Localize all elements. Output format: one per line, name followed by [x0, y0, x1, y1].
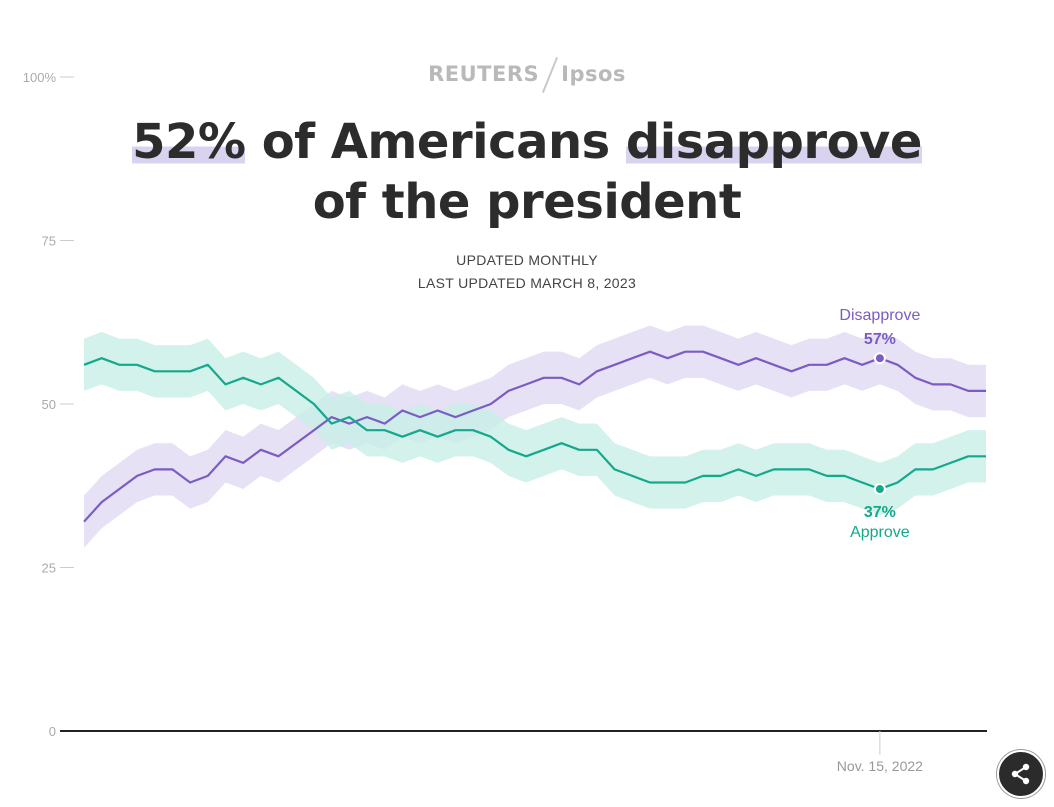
- y-tick-label: 25: [42, 561, 56, 576]
- annotations: Nov. 15, 2022 Disapprove 57% 37% Approve: [837, 307, 923, 774]
- disapprove-value-label: 57%: [864, 331, 896, 348]
- disapprove-marker: [873, 352, 886, 365]
- brand-divider: [542, 57, 559, 93]
- approve-series-label: Approve: [850, 524, 910, 541]
- brand-reuters: REUTERS: [428, 62, 540, 86]
- title-highlight-disapprove: disapprove: [625, 114, 922, 170]
- subtitle-update-frequency: UPDATED MONTHLY: [456, 252, 598, 268]
- x-annotation-label: Nov. 15, 2022: [837, 758, 923, 774]
- title-text-a: of Americans: [245, 114, 626, 170]
- share-icon: [1011, 763, 1030, 785]
- disapprove-confidence-band: [84, 325, 986, 548]
- confidence-bands: [84, 325, 986, 548]
- y-tick-label: 100%: [23, 70, 57, 85]
- y-tick-label: 75: [42, 234, 56, 249]
- disapprove-series-label: Disapprove: [839, 307, 920, 324]
- approve-marker: [873, 483, 886, 496]
- y-tick-label: 0: [49, 724, 56, 739]
- y-axis-ticks: 100% 75 50 25 0: [23, 70, 74, 739]
- brand-ipsos: Ipsos: [561, 62, 626, 86]
- title-text-b: of the president: [312, 174, 742, 230]
- subtitle-last-updated: LAST UPDATED MARCH 8, 2023: [417, 275, 637, 291]
- approve-line: [83, 357, 986, 491]
- share-button[interactable]: [997, 750, 1045, 798]
- disapprove-line: [83, 350, 986, 523]
- approve-confidence-band: [84, 332, 986, 516]
- title-highlight-percent: 52%: [132, 114, 246, 170]
- brand-logo: REUTERS Ipsos: [0, 56, 1054, 94]
- y-tick-label: 50: [42, 397, 56, 412]
- approve-value-label: 37%: [864, 504, 896, 521]
- series-lines: [83, 350, 986, 523]
- page-title: 52% of Americans disapprove of the presi…: [127, 112, 927, 232]
